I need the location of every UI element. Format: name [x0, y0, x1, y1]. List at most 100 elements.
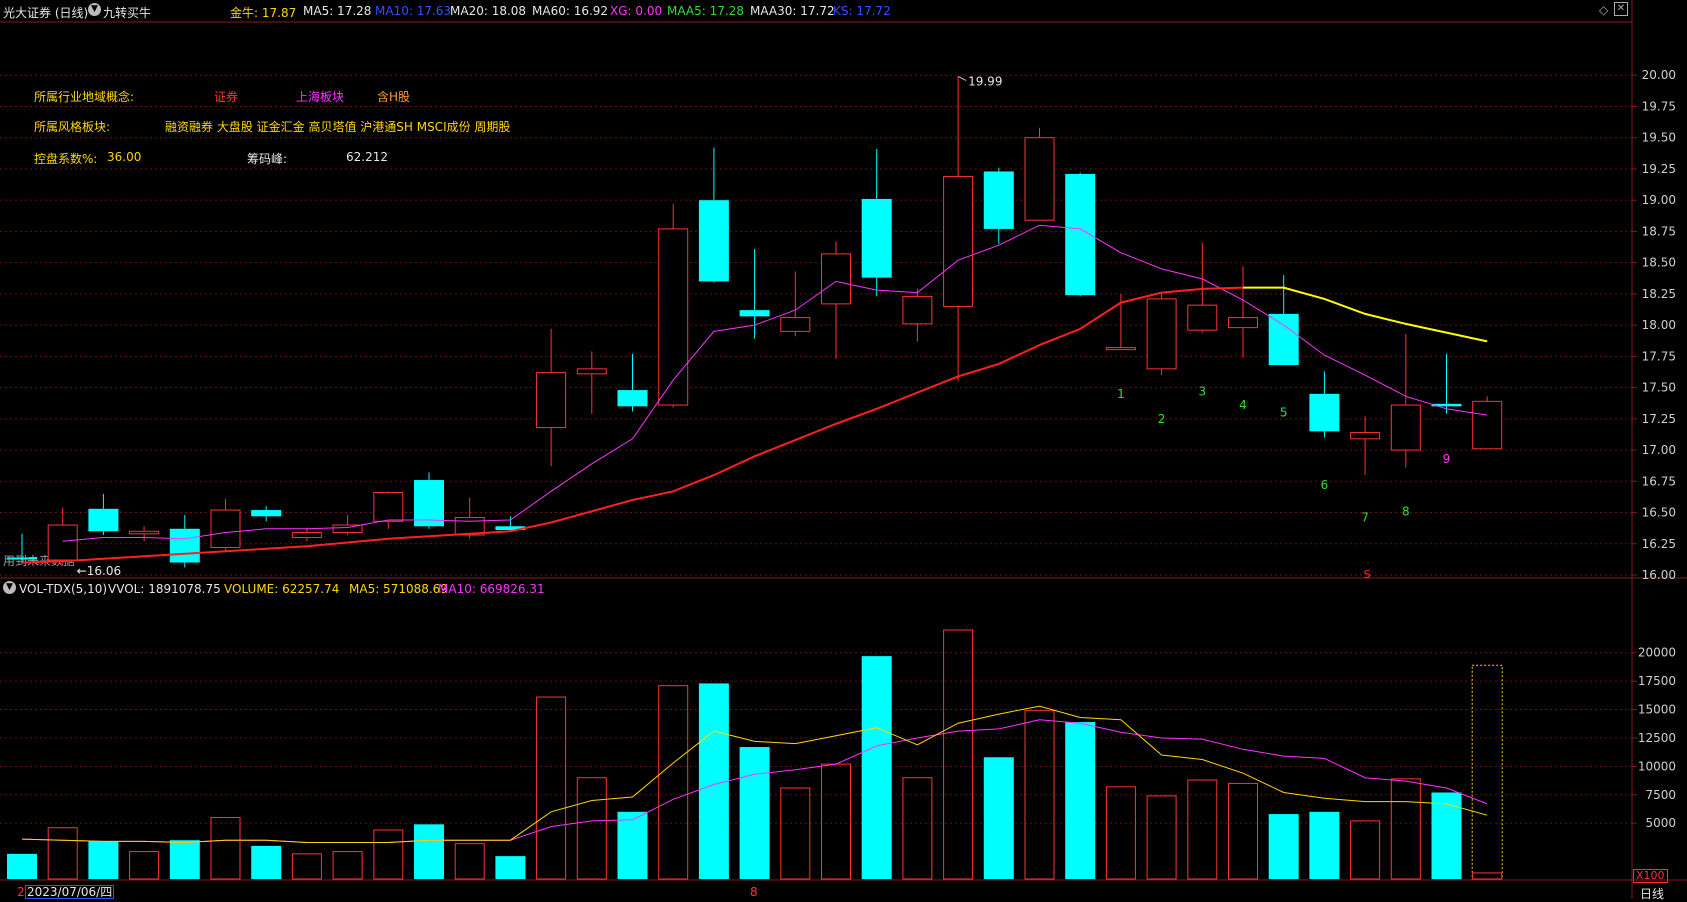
period-button[interactable]: 日线	[1640, 887, 1665, 901]
header-item-3: MA20: 18.08	[450, 4, 527, 18]
volume-bar-up	[1105, 786, 1136, 880]
volume-bar-up	[210, 817, 241, 880]
industry-tag-0[interactable]: 证券	[214, 90, 239, 104]
candle-body-down	[1309, 393, 1340, 432]
date-marker-mid: 8	[750, 885, 758, 899]
volume-tick-label: 20000	[1638, 646, 1676, 660]
price-tick-label: 18.75	[1642, 224, 1676, 238]
sell-signal-marker: S	[1364, 568, 1371, 581]
volume-bar-up	[536, 696, 567, 880]
candle-body-down	[7, 557, 37, 560]
industry-tag-2[interactable]: 含H股	[377, 90, 411, 104]
candle-body-up	[1350, 432, 1381, 440]
candle-body-up	[536, 372, 567, 429]
close-icon[interactable]: ✕	[1614, 2, 1628, 16]
volume-header-item-1: VVOL: 1891078.75	[108, 582, 221, 596]
volume-tick-label: 7500	[1645, 788, 1676, 802]
candle-body-up	[658, 228, 689, 406]
control-label: 控盘系数%:	[34, 152, 98, 166]
volume-bar-up	[47, 827, 78, 880]
candle-body-down	[495, 526, 526, 531]
volume-bar-down	[88, 841, 119, 879]
vol-chevron-icon[interactable]: ▼	[3, 581, 16, 594]
diamond-icon[interactable]: ◇	[1599, 3, 1609, 17]
price-tick-label: 18.50	[1642, 256, 1676, 270]
price-tick-label: 19.75	[1642, 99, 1676, 113]
indicator-name[interactable]: 九转买牛	[103, 6, 152, 20]
volume-header-item-0: VOL-TDX(5,10)	[19, 582, 108, 596]
price-tick-label: 16.25	[1642, 537, 1676, 551]
volume-bar-up	[454, 843, 485, 880]
candle-body-up	[1146, 298, 1177, 370]
candle-body-down	[1431, 403, 1462, 407]
candle-body-up	[1228, 317, 1258, 329]
candle-body-up	[902, 295, 933, 325]
td-count-label: 7	[1361, 511, 1369, 525]
price-tick-label: 18.00	[1642, 318, 1676, 332]
ma-pink-line	[62, 224, 1488, 542]
volume-header-item-3: MA5: 571088.69	[349, 582, 448, 596]
price-tick-label: 17.25	[1642, 412, 1676, 426]
candle-body-down	[169, 528, 200, 563]
candle-body-up	[1390, 404, 1421, 451]
header-item-7: MAA30: 17.72	[750, 4, 835, 18]
candle-body-up	[1472, 400, 1503, 450]
volume-bar-up	[1390, 778, 1421, 880]
price-tick-label: 17.50	[1642, 381, 1676, 395]
volume-ma5-line	[21, 705, 1488, 844]
min-price-label: ←16.06	[77, 564, 121, 578]
price-tick-label: 19.50	[1642, 131, 1676, 145]
volume-tick-label: 12500	[1638, 731, 1676, 745]
ma-yellow-line	[1243, 286, 1488, 343]
header-item-1: MA5: 17.28	[303, 4, 372, 18]
td-count-label: 2	[1158, 412, 1166, 426]
volume-forecast-bar	[1471, 664, 1503, 880]
max-price-label: 19.99	[968, 74, 1002, 88]
volume-bar-up	[332, 851, 363, 880]
header-item-2: MA10: 17.63	[375, 4, 452, 18]
volume-bar-down	[414, 824, 444, 879]
volume-bar-up	[1187, 779, 1218, 880]
chip-label: 筹码峰:	[247, 152, 288, 166]
header-item-0: 金牛: 17.87	[230, 6, 297, 20]
candle-body-up	[373, 492, 404, 522]
td-count-label: 9	[1443, 452, 1451, 466]
candle-body-up	[291, 532, 322, 539]
volume-bar-up	[291, 853, 322, 880]
volume-bar-down	[739, 747, 770, 879]
volume-bar-up	[780, 787, 811, 880]
industry-tag-1[interactable]: 上海板块	[296, 90, 345, 104]
volume-bar-down	[1268, 814, 1299, 879]
volume-bar-up	[1472, 872, 1503, 880]
volume-bar-up	[373, 829, 404, 880]
td-count-label: 5	[1280, 406, 1288, 420]
volume-bar-down	[1065, 722, 1096, 879]
volume-bar-down	[169, 840, 200, 879]
volume-bar-down	[495, 856, 526, 879]
price-tick-label: 18.25	[1642, 287, 1676, 301]
candle-body-down	[861, 198, 892, 278]
price-tick-label: 19.25	[1642, 162, 1676, 176]
candle-body-down	[983, 171, 1014, 229]
candle-body-down	[739, 310, 770, 317]
volume-bar-up	[1350, 820, 1381, 880]
candle-body-up	[821, 253, 851, 305]
volume-bar-down	[983, 757, 1014, 879]
td-count-label: 6	[1321, 478, 1329, 492]
candle-body-up	[332, 524, 363, 534]
candle-body-up	[1105, 347, 1136, 351]
control-value: 36.00	[107, 150, 142, 164]
volume-bar-down	[251, 845, 282, 879]
header-item-4: MA60: 16.92	[532, 4, 609, 18]
volume-bar-up	[129, 851, 160, 880]
td-count-label: 8	[1402, 504, 1410, 518]
chip-value: 62.212	[346, 150, 388, 164]
date-marker-left: 2	[17, 885, 25, 899]
volume-bar-down	[617, 811, 648, 879]
indicator-chevron-icon[interactable]: ▼	[88, 3, 101, 16]
candle-body-up	[210, 509, 241, 549]
candle-body-up	[1024, 137, 1055, 221]
stock-title[interactable]: 光大证券 (日线)	[3, 6, 89, 20]
style-tags: 融资融券 大盘股 证金汇金 高贝塔值 沪港通SH MSCI成份 周期股	[165, 120, 511, 134]
